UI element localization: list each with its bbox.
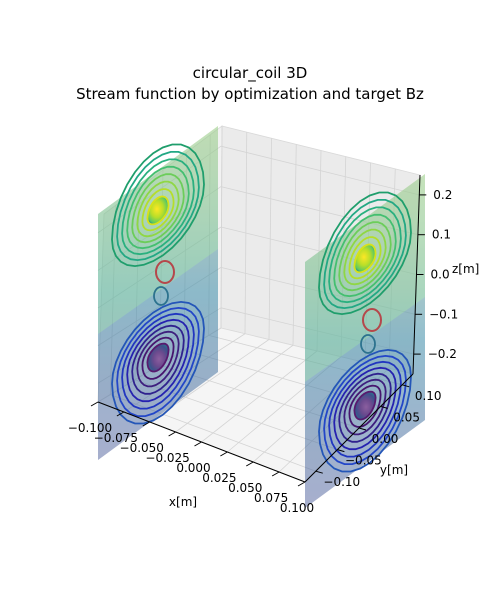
z-tick-label: −0.1: [429, 307, 458, 321]
x-tick-label: −0.025: [145, 451, 189, 465]
contour-mid-red: [362, 308, 382, 332]
contour-lower: [318, 348, 412, 473]
contour-upper: [348, 236, 382, 280]
contour-upper: [323, 199, 407, 310]
surface-left: [98, 126, 218, 460]
y-tick: [380, 405, 388, 409]
contour-upper: [353, 243, 377, 274]
contour-lower: [121, 312, 195, 410]
contour-upper: [111, 143, 205, 268]
upper-region: [305, 174, 425, 382]
contour-lower: [146, 342, 170, 373]
chart-subtitle: Stream function by optimization and targ…: [76, 85, 424, 103]
chart-title: circular_coil 3D: [192, 64, 308, 82]
upper-region: [98, 126, 218, 334]
contour-mid-teal: [360, 334, 376, 354]
contour-lower: [141, 336, 175, 380]
contour-mid-red: [155, 260, 175, 284]
surface-right: [305, 174, 425, 508]
y-tick-label: 0.00: [372, 432, 399, 446]
x-tick-label: 0.025: [202, 471, 236, 485]
contour-upper: [343, 228, 387, 286]
z-tick-label: 0.0: [431, 268, 450, 282]
z-tick-label: −0.2: [428, 347, 457, 361]
axes: −0.100−0.075−0.050−0.0250.0000.0250.0500…: [68, 174, 479, 515]
y-tick-label: 0.05: [393, 410, 420, 424]
x-tick: [142, 421, 150, 427]
x-tick-label: 0.075: [254, 491, 288, 505]
contour-lower: [338, 372, 392, 443]
z-tick-label: 0.1: [432, 228, 451, 242]
contour-upper: [338, 221, 392, 292]
x-tick: [271, 471, 280, 477]
y-axis-label: y[m]: [380, 463, 408, 477]
contour-upper: [126, 165, 190, 250]
contour-lower: [126, 318, 190, 403]
z-tick-label: 0.2: [433, 188, 452, 202]
stream-function-surfaces: [98, 126, 425, 508]
contour-mid-teal: [153, 286, 169, 306]
contour-upper: [333, 213, 397, 298]
contour-upper: [141, 188, 175, 232]
x-tick: [168, 431, 176, 437]
contour-lower: [116, 306, 200, 417]
y-tick-label: −0.05: [345, 454, 382, 468]
contour-upper: [121, 158, 195, 256]
contour-upper: [116, 151, 200, 262]
y-tick: [315, 470, 323, 474]
x-tick-label: 0.050: [228, 481, 262, 495]
contour-lower: [333, 366, 397, 451]
x-tick: [246, 461, 254, 467]
y-tick-label: −0.10: [323, 475, 360, 489]
contour-lower: [136, 330, 180, 388]
x-tick: [297, 481, 306, 487]
x-tick-label: −0.075: [94, 431, 138, 445]
contour-lower: [353, 390, 377, 421]
contour-upper: [131, 173, 185, 244]
contour-upper: [146, 195, 170, 226]
x-axis-label: x[m]: [169, 495, 197, 509]
contour-lower: [111, 300, 205, 425]
grid-line-z: [220, 145, 420, 196]
contour-lower: [348, 384, 382, 428]
x-tick: [90, 401, 99, 407]
z-axis-label: z[m]: [452, 262, 479, 276]
contour-upper: [318, 191, 412, 316]
y-tick: [402, 384, 410, 388]
x-tick-label: 0.100: [280, 501, 314, 515]
x-tick-label: 0.000: [176, 461, 210, 475]
contour-upper: [328, 206, 402, 304]
contour-upper: [136, 180, 180, 238]
x-tick-label: −0.050: [120, 441, 164, 455]
x-tick-label: −0.100: [68, 421, 112, 435]
contour-lower: [328, 360, 402, 458]
contour-lower: [343, 378, 387, 436]
y-tick: [358, 427, 367, 431]
x-tick: [194, 441, 202, 447]
contour-lower: [131, 324, 185, 395]
x-tick: [116, 411, 125, 417]
x-tick: [220, 451, 228, 457]
y-tick: [337, 449, 345, 453]
contour-lower: [323, 354, 407, 465]
y-tick-label: 0.10: [415, 389, 442, 403]
